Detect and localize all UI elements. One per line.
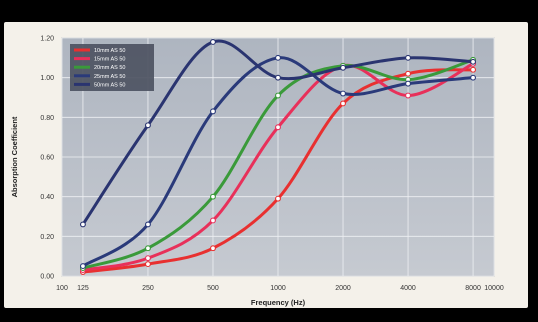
data-point — [340, 90, 346, 97]
chart-figure: 0.00 0.20 0.40 0.60 0.80 1.00 1.20 100 125 250 500… — [4, 22, 528, 308]
y-tick-label: 0.60 — [40, 155, 54, 162]
x-tick-label: 500 — [207, 285, 219, 292]
legend-label: 15mm AS 50 — [94, 57, 126, 63]
legend-label: 10mm AS 50 — [94, 48, 126, 54]
data-point — [79, 263, 86, 270]
x-tick-label: 8000 — [465, 285, 481, 292]
data-point — [145, 122, 151, 129]
axis-labels: 0.00 0.20 0.40 0.60 0.80 1.00 1.20 100 125 250 500… — [40, 36, 503, 293]
data-point — [275, 92, 281, 99]
series-lines — [79, 39, 477, 275]
legend-label: 20mm AS 50 — [94, 65, 126, 71]
x-tick-label: 2000 — [335, 285, 351, 292]
data-point — [145, 261, 151, 268]
data-point — [275, 195, 281, 202]
legend-label: 25mm AS 50 — [94, 74, 126, 80]
data-point — [275, 124, 281, 131]
data-point — [470, 66, 477, 73]
data-point — [210, 245, 216, 252]
data-point — [210, 108, 216, 115]
data-point — [405, 80, 411, 87]
data-point — [210, 39, 216, 45]
series-4 — [79, 54, 477, 270]
data-point — [145, 221, 151, 228]
data-point — [405, 70, 411, 77]
data-point — [79, 221, 86, 228]
legend-label: 50mm AS 50 — [94, 82, 126, 88]
data-point — [145, 255, 151, 262]
absorption-chart: 0.00 0.20 0.40 0.60 0.80 1.00 1.20 100 125 250 500… — [10, 36, 504, 308]
y-tick-label: 1.20 — [40, 36, 54, 43]
series-5 — [79, 39, 477, 228]
x-axis-title: Frequency (Hz) — [251, 298, 306, 307]
y-tick-label: 0.80 — [40, 115, 54, 122]
data-point — [275, 74, 281, 81]
data-point — [275, 54, 281, 61]
series-1 — [79, 66, 477, 275]
data-point — [210, 217, 216, 224]
x-tick-label: 125 — [77, 285, 89, 292]
y-tick-label: 0.20 — [40, 234, 54, 241]
legend: 10mm AS 50 15mm AS 50 20mm AS 50 25mm AS 50… — [70, 44, 154, 91]
data-point — [470, 58, 477, 65]
data-point — [470, 74, 477, 81]
data-point — [405, 54, 411, 61]
y-tick-label: 0.00 — [40, 274, 54, 281]
x-tick-label: 10000 — [484, 285, 504, 292]
data-point — [210, 193, 216, 200]
y-tick-label: 1.00 — [40, 75, 54, 82]
data-point — [340, 64, 346, 71]
data-point — [340, 100, 346, 107]
data-point — [405, 92, 411, 99]
x-tick-label: 250 — [142, 285, 154, 292]
x-tick-label: 4000 — [400, 285, 416, 292]
x-tick-label: 1000 — [270, 285, 286, 292]
data-point — [145, 245, 151, 252]
x-tick-label: 100 — [56, 285, 68, 292]
y-axis-title: Absorption Coefficient — [10, 116, 19, 197]
y-tick-label: 0.40 — [40, 194, 54, 201]
